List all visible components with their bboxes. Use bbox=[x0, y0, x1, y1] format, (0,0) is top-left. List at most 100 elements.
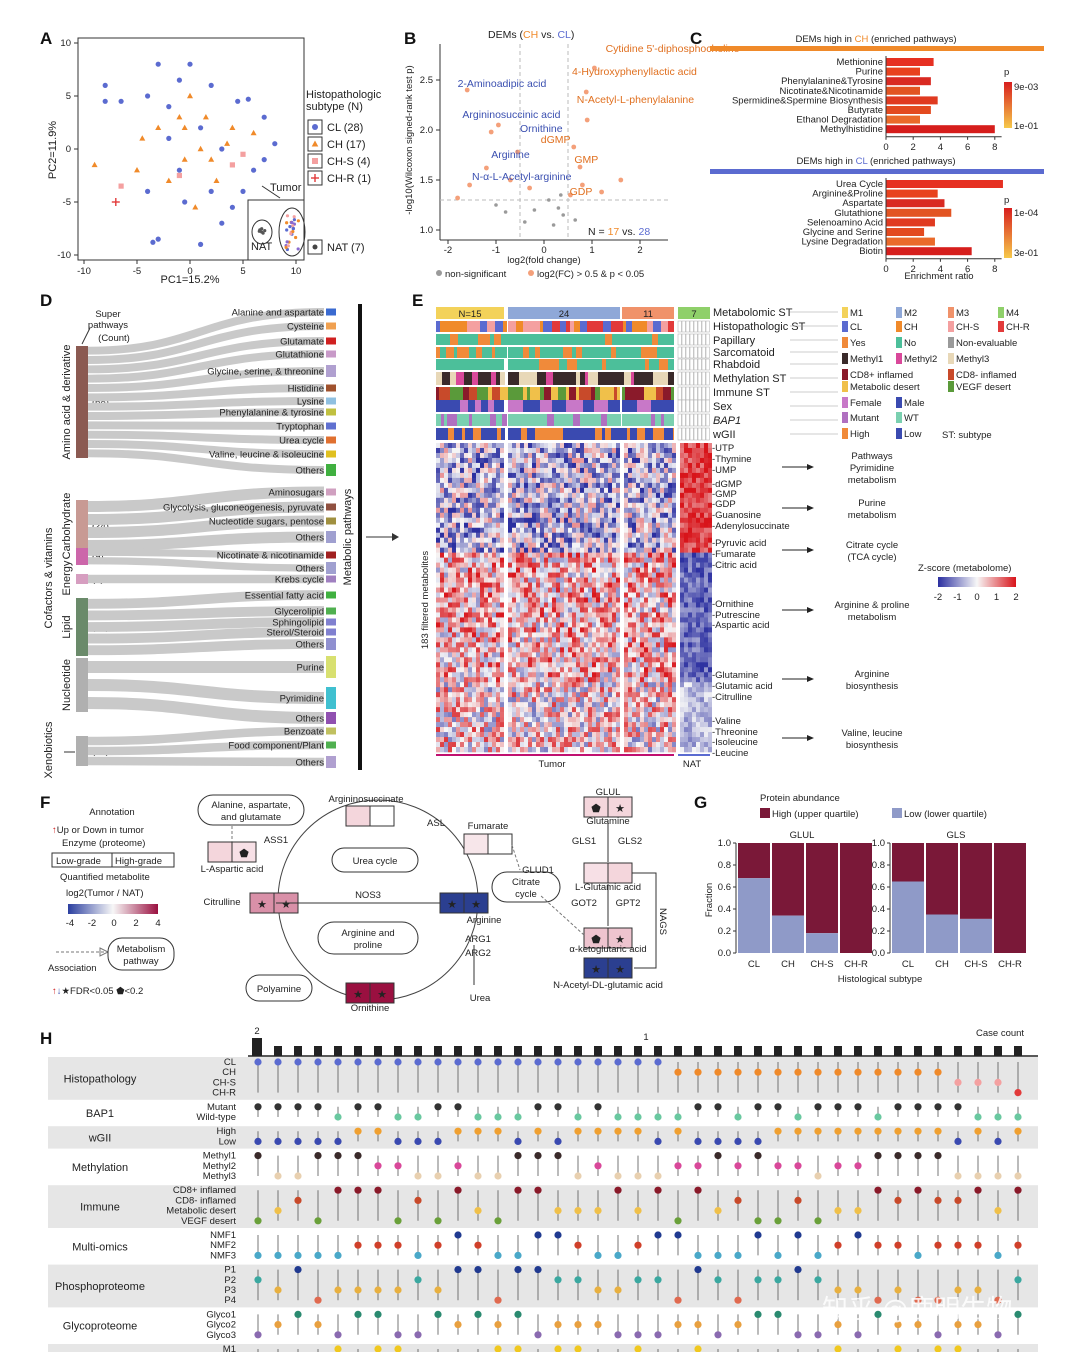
track-cell bbox=[585, 372, 588, 385]
heat-cell bbox=[692, 467, 696, 474]
heat-cell bbox=[612, 447, 616, 454]
heat-cell bbox=[616, 647, 620, 653]
heat-cell bbox=[580, 617, 584, 623]
heat-cell bbox=[436, 487, 440, 494]
heat-cell bbox=[460, 692, 464, 698]
heat-cell bbox=[524, 462, 528, 469]
heat-cell bbox=[648, 687, 652, 693]
heat-cell bbox=[580, 662, 584, 668]
heat-cell bbox=[640, 587, 644, 593]
heat-cell bbox=[576, 567, 580, 573]
heat-cell bbox=[584, 622, 588, 628]
heat-cell bbox=[544, 522, 548, 529]
heat-cell bbox=[456, 547, 460, 553]
heat-cell bbox=[684, 637, 688, 643]
heat-cell bbox=[472, 452, 476, 459]
heat-cell bbox=[680, 532, 684, 538]
heat-cell bbox=[652, 517, 656, 524]
heat-cell bbox=[524, 602, 528, 608]
heat-cell bbox=[612, 577, 616, 583]
heat-cell bbox=[516, 497, 520, 504]
heat-cell bbox=[564, 587, 568, 593]
heat-cell bbox=[508, 662, 512, 668]
heat-cell bbox=[604, 667, 608, 673]
nat-track-cell bbox=[693, 333, 698, 346]
heat-cell bbox=[612, 657, 616, 663]
nat-track-cell bbox=[681, 333, 686, 346]
heat-cell bbox=[536, 472, 540, 479]
pathway-label: Essential fatty acid bbox=[245, 591, 324, 602]
heat-cell bbox=[692, 567, 696, 573]
track-cell bbox=[495, 359, 501, 370]
heat-cell bbox=[476, 457, 480, 464]
super-bar-1 bbox=[76, 500, 88, 552]
heat-cell bbox=[688, 717, 692, 723]
heat-cell bbox=[548, 512, 552, 519]
track-cell bbox=[533, 414, 540, 426]
heat-cell bbox=[496, 607, 500, 613]
track-cell bbox=[612, 334, 617, 345]
heat-cell bbox=[476, 467, 480, 474]
heat-cell bbox=[660, 462, 664, 469]
heat-cell bbox=[452, 597, 456, 603]
heat-cell bbox=[524, 562, 528, 568]
heat-cell bbox=[592, 552, 596, 558]
heat-cell bbox=[476, 682, 480, 688]
heat-cell bbox=[452, 542, 456, 548]
heat-cell bbox=[444, 537, 448, 543]
heat-cell bbox=[684, 622, 688, 628]
heat-cell bbox=[564, 617, 568, 623]
heat-cell bbox=[544, 443, 548, 449]
heat-cell bbox=[640, 652, 644, 658]
heat-cell bbox=[492, 552, 496, 558]
heat-cell bbox=[596, 637, 600, 643]
p-cl-top: 1e-04 bbox=[1014, 208, 1038, 219]
heat-cell bbox=[644, 517, 648, 524]
heat-cell bbox=[444, 742, 448, 748]
heat-cell bbox=[624, 542, 628, 548]
heat-cell bbox=[496, 542, 500, 548]
heat-cell bbox=[680, 457, 684, 464]
heat-cell bbox=[444, 532, 448, 538]
heat-cell bbox=[540, 547, 544, 553]
heat-cell bbox=[600, 647, 604, 653]
heat-cell bbox=[448, 487, 452, 494]
inset-tumor-point bbox=[289, 220, 294, 225]
heat-cell bbox=[628, 562, 632, 568]
heat-cell bbox=[584, 552, 588, 558]
heat-cell bbox=[516, 737, 520, 743]
pca-point-cl bbox=[166, 135, 172, 141]
heat-cell bbox=[496, 562, 500, 568]
heat-cell bbox=[612, 612, 616, 618]
heat-cell bbox=[560, 567, 564, 573]
heat-cell bbox=[696, 722, 700, 728]
heat-cell bbox=[452, 527, 456, 534]
heat-cell bbox=[528, 717, 532, 723]
track-cell bbox=[536, 334, 542, 345]
heat-cell bbox=[580, 602, 584, 608]
heat-cell bbox=[648, 672, 652, 678]
heat-cell bbox=[640, 742, 644, 748]
heat-cell bbox=[444, 482, 448, 489]
heat-cell bbox=[532, 627, 536, 633]
heat-cell bbox=[648, 532, 652, 538]
heat-cell bbox=[580, 587, 584, 593]
track-cell bbox=[624, 347, 631, 358]
heat-cell bbox=[488, 532, 492, 538]
heat-cell bbox=[660, 497, 664, 504]
heat-cell bbox=[564, 672, 568, 678]
heat-cell bbox=[604, 647, 608, 653]
heat-cell bbox=[468, 452, 472, 459]
heat-cell bbox=[544, 712, 548, 718]
nat-track-cell bbox=[701, 386, 706, 401]
heat-cell bbox=[600, 657, 604, 663]
heat-cell bbox=[588, 547, 592, 553]
heat-cell bbox=[608, 667, 612, 673]
heat-cell bbox=[612, 547, 616, 553]
track-cell bbox=[660, 347, 668, 358]
heat-cell bbox=[684, 512, 688, 519]
heat-cell bbox=[644, 677, 648, 683]
track-cell bbox=[464, 372, 469, 385]
heat-cell bbox=[692, 497, 696, 504]
heat-cell bbox=[636, 487, 640, 494]
